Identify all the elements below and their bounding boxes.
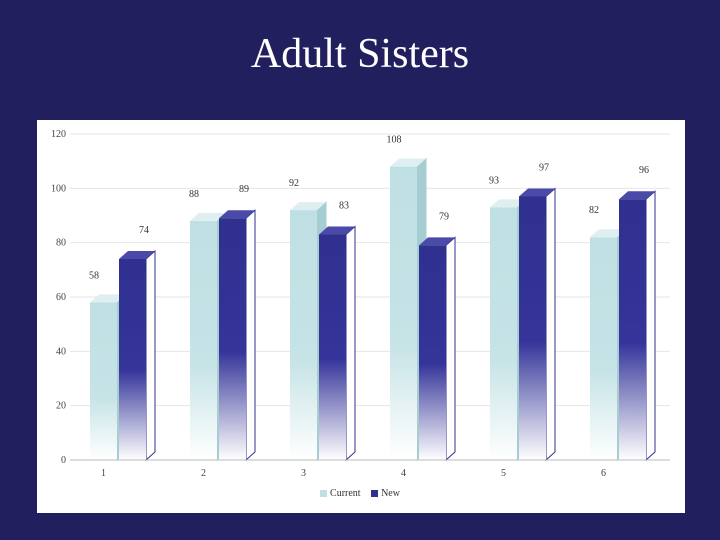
data-label: 108 xyxy=(387,135,402,146)
bar-new xyxy=(519,196,546,460)
bar-top-current xyxy=(590,229,626,238)
y-tick-label: 0 xyxy=(61,455,66,466)
bar-new xyxy=(619,199,646,460)
data-label: 79 xyxy=(439,211,449,222)
bar-current xyxy=(190,220,217,460)
legend-item-new: New xyxy=(371,488,400,499)
x-axis: 1 2 3 4 5 6 xyxy=(70,459,670,479)
bar-side-new xyxy=(245,209,256,462)
y-tick-label: 40 xyxy=(56,346,66,357)
x-tick-label: 3 xyxy=(301,468,306,479)
y-tick-label: 100 xyxy=(51,183,66,194)
data-label: 93 xyxy=(489,175,499,186)
bar-top-current xyxy=(90,294,126,303)
x-tick-label: 5 xyxy=(501,468,506,479)
bar-top-new xyxy=(519,188,555,197)
bar-new xyxy=(119,258,146,460)
bar-side-new xyxy=(545,187,556,462)
bar-top-new xyxy=(619,191,655,200)
bar-current xyxy=(390,166,417,460)
bar-side-new xyxy=(445,236,456,462)
data-label: 97 xyxy=(539,162,549,173)
bar-top-current xyxy=(390,158,426,167)
legend-label-new: New xyxy=(381,488,400,499)
bar-side-new xyxy=(145,249,156,462)
y-tick-label: 120 xyxy=(51,129,66,140)
data-label: 58 xyxy=(89,270,99,281)
bar-new xyxy=(219,218,246,460)
bar-top-new xyxy=(419,237,455,246)
legend-item-current: Current xyxy=(320,488,361,499)
bar-top-new xyxy=(319,226,355,235)
bar-current xyxy=(290,210,317,460)
legend-swatch-current xyxy=(320,490,328,497)
gridlines xyxy=(70,133,670,461)
slide-title: Adult Sisters xyxy=(250,31,470,77)
bar-top-current xyxy=(290,202,326,211)
data-label: 92 xyxy=(289,178,299,189)
legend: Current New xyxy=(0,488,720,500)
legend-swatch-new xyxy=(371,490,379,497)
bar-side-new xyxy=(645,190,656,462)
legend-label-current: Current xyxy=(330,488,361,499)
bar-top-current xyxy=(490,199,526,208)
bar-new xyxy=(319,234,346,460)
data-label: 74 xyxy=(139,225,149,236)
data-label: 83 xyxy=(339,201,349,212)
bar-current xyxy=(90,302,117,460)
bar-top-new xyxy=(119,250,155,259)
bar-current xyxy=(490,207,517,460)
x-tick-label: 4 xyxy=(401,468,406,479)
data-label: 88 xyxy=(189,189,199,200)
y-tick-label: 20 xyxy=(56,401,66,412)
x-tick-label: 1 xyxy=(101,468,106,479)
data-label: 82 xyxy=(589,205,599,216)
bar-new xyxy=(419,245,446,460)
bar-current xyxy=(590,237,617,460)
bar-top-current xyxy=(190,212,226,221)
y-axis: 0 20 40 60 80 100 120 xyxy=(51,129,66,466)
x-tick-label: 6 xyxy=(601,468,606,479)
y-tick-label: 60 xyxy=(56,292,66,303)
bar-side-new xyxy=(345,225,356,462)
data-label: 89 xyxy=(239,184,249,195)
bars: 58 74 88 89 92 83 108 79 93 97 82 96 xyxy=(89,135,656,462)
x-tick-label: 2 xyxy=(201,468,206,479)
data-label: 96 xyxy=(639,165,649,176)
bar-top-new xyxy=(219,210,255,219)
y-tick-label: 80 xyxy=(56,238,66,249)
